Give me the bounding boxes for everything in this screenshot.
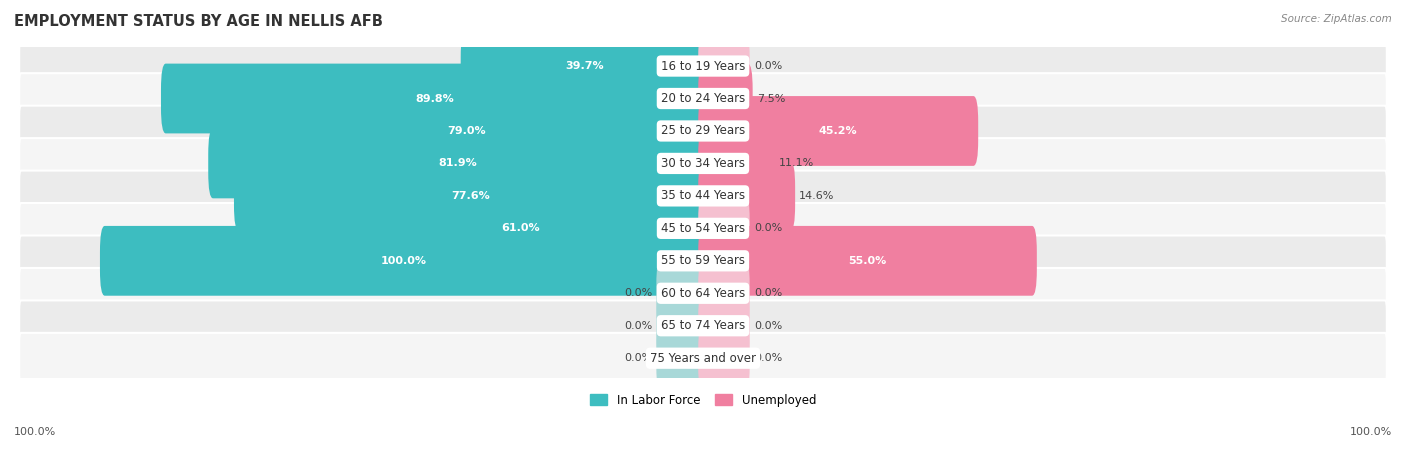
Text: 0.0%: 0.0% — [754, 288, 782, 298]
FancyBboxPatch shape — [20, 73, 1386, 124]
Text: 0.0%: 0.0% — [754, 353, 782, 363]
Text: 65 to 74 Years: 65 to 74 Years — [661, 319, 745, 332]
Text: 25 to 29 Years: 25 to 29 Years — [661, 124, 745, 138]
FancyBboxPatch shape — [20, 300, 1386, 351]
Text: 77.6%: 77.6% — [451, 191, 491, 201]
Text: 55.0%: 55.0% — [848, 256, 887, 266]
Text: 100.0%: 100.0% — [1350, 428, 1392, 437]
FancyBboxPatch shape — [20, 268, 1386, 318]
Text: 79.0%: 79.0% — [447, 126, 486, 136]
Text: 30 to 34 Years: 30 to 34 Years — [661, 157, 745, 170]
FancyBboxPatch shape — [699, 323, 749, 393]
FancyBboxPatch shape — [225, 96, 707, 166]
FancyBboxPatch shape — [20, 138, 1386, 189]
Legend: In Labor Force, Unemployed: In Labor Force, Unemployed — [585, 389, 821, 411]
Text: 0.0%: 0.0% — [624, 353, 652, 363]
FancyBboxPatch shape — [699, 96, 979, 166]
Text: 45.2%: 45.2% — [818, 126, 858, 136]
Text: 39.7%: 39.7% — [565, 61, 603, 71]
FancyBboxPatch shape — [657, 323, 707, 393]
Text: 7.5%: 7.5% — [756, 93, 785, 104]
FancyBboxPatch shape — [699, 161, 796, 231]
FancyBboxPatch shape — [461, 31, 707, 101]
FancyBboxPatch shape — [333, 193, 707, 263]
FancyBboxPatch shape — [20, 106, 1386, 156]
FancyBboxPatch shape — [699, 226, 1036, 296]
Text: 60 to 64 Years: 60 to 64 Years — [661, 287, 745, 300]
FancyBboxPatch shape — [20, 235, 1386, 286]
Text: 81.9%: 81.9% — [439, 158, 478, 168]
Text: 55 to 59 Years: 55 to 59 Years — [661, 254, 745, 267]
FancyBboxPatch shape — [699, 129, 775, 198]
FancyBboxPatch shape — [20, 203, 1386, 253]
Text: 14.6%: 14.6% — [800, 191, 835, 201]
Text: 100.0%: 100.0% — [14, 428, 56, 437]
FancyBboxPatch shape — [20, 41, 1386, 92]
Text: 45 to 54 Years: 45 to 54 Years — [661, 222, 745, 235]
FancyBboxPatch shape — [20, 170, 1386, 221]
Text: 20 to 24 Years: 20 to 24 Years — [661, 92, 745, 105]
Text: 0.0%: 0.0% — [754, 321, 782, 331]
Text: 35 to 44 Years: 35 to 44 Years — [661, 189, 745, 202]
FancyBboxPatch shape — [208, 129, 707, 198]
FancyBboxPatch shape — [160, 64, 707, 133]
Text: 0.0%: 0.0% — [624, 321, 652, 331]
Text: 61.0%: 61.0% — [501, 223, 540, 233]
Text: 16 to 19 Years: 16 to 19 Years — [661, 60, 745, 73]
Text: EMPLOYMENT STATUS BY AGE IN NELLIS AFB: EMPLOYMENT STATUS BY AGE IN NELLIS AFB — [14, 14, 382, 28]
Text: 11.1%: 11.1% — [779, 158, 814, 168]
Text: 0.0%: 0.0% — [754, 223, 782, 233]
FancyBboxPatch shape — [657, 291, 707, 361]
FancyBboxPatch shape — [699, 64, 752, 133]
Text: 75 Years and over: 75 Years and over — [650, 352, 756, 365]
Text: Source: ZipAtlas.com: Source: ZipAtlas.com — [1281, 14, 1392, 23]
FancyBboxPatch shape — [100, 226, 707, 296]
Text: 0.0%: 0.0% — [624, 288, 652, 298]
Text: 0.0%: 0.0% — [754, 61, 782, 71]
FancyBboxPatch shape — [233, 161, 707, 231]
Text: 89.8%: 89.8% — [415, 93, 454, 104]
FancyBboxPatch shape — [699, 31, 749, 101]
FancyBboxPatch shape — [699, 291, 749, 361]
FancyBboxPatch shape — [699, 258, 749, 328]
Text: 100.0%: 100.0% — [381, 256, 427, 266]
FancyBboxPatch shape — [657, 258, 707, 328]
FancyBboxPatch shape — [20, 333, 1386, 383]
FancyBboxPatch shape — [699, 193, 749, 263]
